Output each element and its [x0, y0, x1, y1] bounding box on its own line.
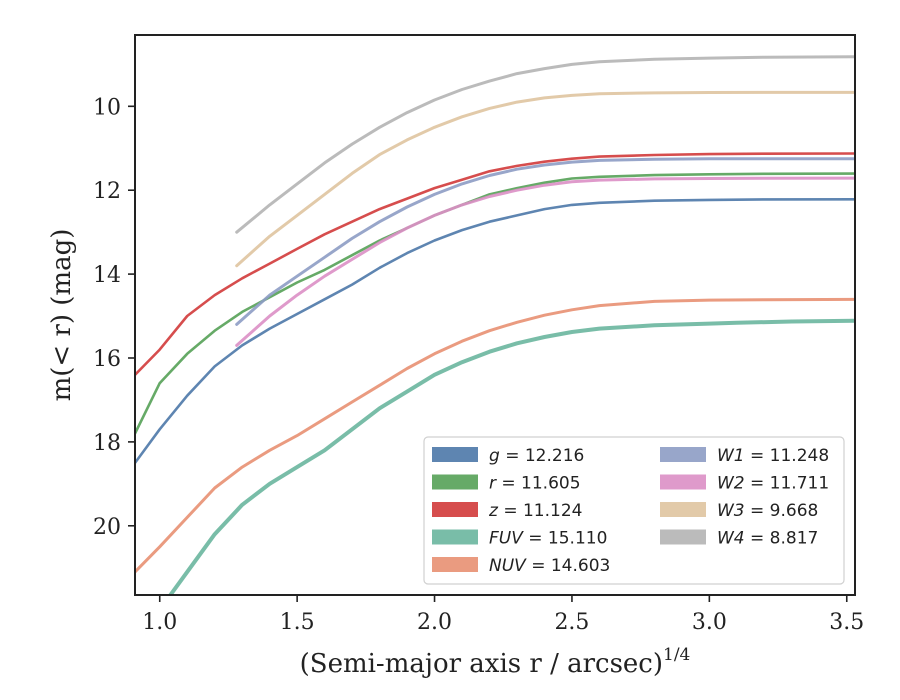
y-tick-label: 18	[93, 431, 121, 456]
x-axis-label-text: (Semi-major axis r / arcsec)	[300, 649, 663, 679]
legend-label-z: z = 11.124	[488, 501, 582, 521]
legend-label-fuv: FUV = 15.110	[489, 529, 607, 549]
legend-label-w4: W4 = 8.817	[717, 529, 818, 549]
legend-swatch-g	[432, 447, 478, 462]
legend-label-w3: W3 = 9.668	[717, 501, 818, 521]
x-tick-label: 2.0	[417, 610, 452, 635]
legend-swatch-r	[432, 474, 478, 490]
legend-swatch-w4	[660, 529, 706, 545]
series-line-w1	[235, 157, 855, 326]
x-axis-label-exponent: 1/4	[663, 645, 690, 665]
legend-swatch-fuv	[432, 529, 478, 545]
x-tick-label: 2.5	[554, 610, 589, 635]
plot-frame	[134, 34, 856, 596]
y-tick-label: 12	[93, 179, 121, 204]
series-line-z	[135, 152, 855, 377]
legend-box	[423, 436, 845, 585]
legend-swatch-z	[432, 502, 478, 517]
series-line-r	[135, 172, 855, 435]
y-tick-label: 10	[93, 95, 121, 120]
legend-label-r: r = 11.605	[489, 474, 581, 494]
series-line-g	[135, 198, 855, 465]
legend: g = 12.216 r = 11.605 z = 11.124 FUV = 15.1…	[423, 436, 845, 585]
y-axis-label: m(< r) (mag)	[47, 229, 77, 402]
legend-swatch-w1	[660, 447, 706, 462]
x-tick-label: 3.0	[692, 610, 727, 635]
ticks-layer: 1.0 1.5 2.0 2.5 3.0 3.5 10 12 14 16 18 20	[93, 95, 864, 635]
legend-label-nuv: NUV = 14.603	[489, 556, 610, 576]
y-tick-label: 20	[93, 515, 121, 540]
x-axis-label: (Semi-major axis r / arcsec)1/4	[300, 645, 691, 679]
y-tick-label: 14	[93, 263, 121, 288]
legend-label-g: g = 12.216	[489, 446, 584, 466]
legend-swatch-w3	[660, 502, 706, 517]
legend-label-w1: W1 = 11.248	[717, 446, 829, 466]
legend-swatch-w2	[660, 474, 706, 490]
series-line-w2	[235, 176, 855, 347]
series-line-w3	[235, 90, 855, 268]
x-tick-label: 1.5	[280, 610, 315, 635]
series-line-w4	[235, 55, 855, 234]
legend-label-w2: W2 = 11.711	[717, 474, 829, 494]
series-line-fuv	[167, 318, 855, 595]
y-tick-label: 16	[93, 347, 121, 372]
series-line-nuv	[135, 297, 855, 574]
series-layer	[135, 55, 855, 595]
legend-swatch-nuv	[432, 557, 478, 572]
x-tick-label: 1.0	[142, 610, 177, 635]
x-tick-label: 3.5	[829, 610, 864, 635]
